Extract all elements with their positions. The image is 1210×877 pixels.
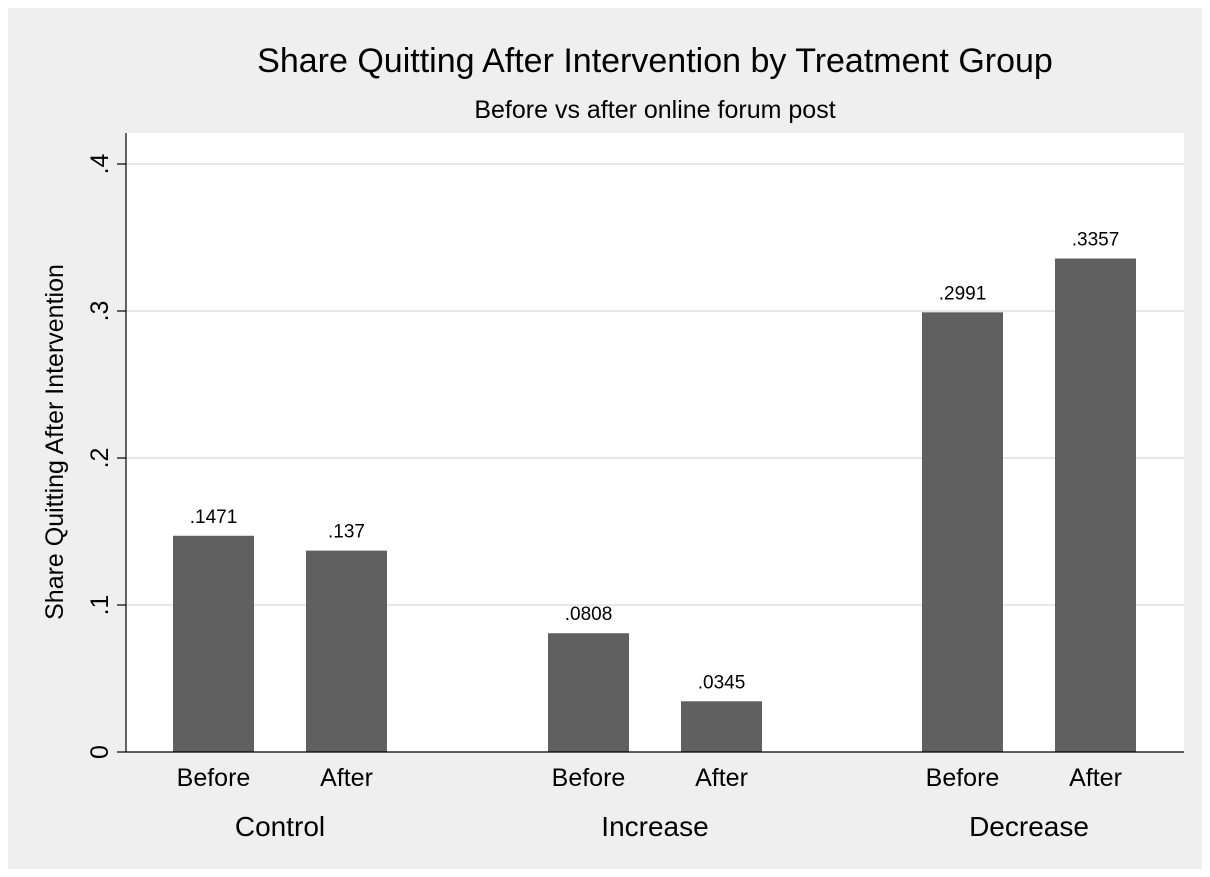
x-tick-label: Before — [552, 764, 626, 792]
value-labels: .1471 .137 .0808 .0345 .2991 .3357 — [190, 230, 1120, 694]
x-tick-label: After — [1069, 764, 1122, 792]
y-tick-label: 0 — [86, 745, 114, 759]
bar-value-label: .137 — [328, 522, 365, 543]
plot-area — [126, 133, 1184, 752]
bar-control-after — [306, 550, 387, 752]
x-tick-label: After — [320, 764, 373, 792]
bar-decrease-after — [1055, 258, 1136, 752]
bar-increase-before — [548, 633, 629, 752]
bar-control-before — [173, 535, 254, 752]
bar-value-label: .0345 — [698, 672, 746, 693]
bar-value-label: .0808 — [565, 604, 613, 625]
y-axis-title: Share Quitting After Intervention — [41, 264, 69, 620]
x-tick-label: Before — [177, 764, 251, 792]
y-tick-label: .2 — [86, 448, 114, 469]
group-label-decrease: Decrease — [969, 811, 1089, 842]
group-label-control: Control — [235, 811, 325, 842]
y-ticks: 0 .1 .2 .3 .4 — [86, 153, 126, 759]
x-tick-label: Before — [926, 764, 1000, 792]
group-labels: Control Increase Decrease — [235, 811, 1089, 842]
x-category-labels: Before After Before After Before After — [177, 764, 1122, 792]
gridlines — [126, 163, 1184, 606]
group-label-increase: Increase — [601, 811, 708, 842]
y-tick-label: .3 — [86, 301, 114, 322]
chart-subtitle: Before vs after online forum post — [474, 96, 835, 124]
bar-value-label: .1471 — [190, 507, 238, 528]
bar-value-label: .3357 — [1072, 230, 1120, 251]
bar-value-label: .2991 — [939, 283, 987, 304]
bars — [173, 258, 1136, 752]
chart-title: Share Quitting After Intervention by Tre… — [257, 42, 1053, 80]
y-tick-label: .4 — [86, 153, 114, 174]
bar-increase-after — [681, 701, 762, 752]
bar-decrease-before — [922, 312, 1003, 752]
y-tick-label: .1 — [86, 595, 114, 616]
x-tick-label: After — [695, 764, 748, 792]
